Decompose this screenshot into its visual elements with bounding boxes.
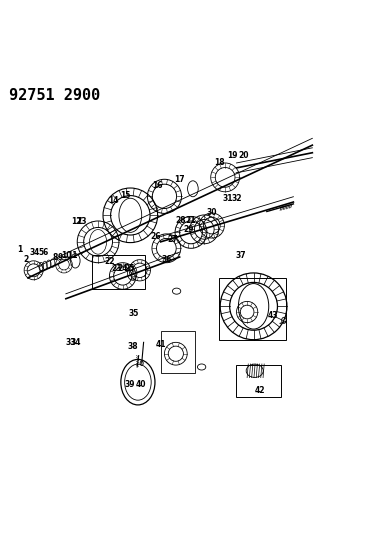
Text: 27: 27	[168, 235, 178, 244]
Text: 28: 28	[176, 216, 186, 225]
Text: 3: 3	[30, 248, 35, 257]
Text: 41: 41	[155, 340, 166, 349]
Bar	[161, 331, 195, 373]
Text: 12: 12	[71, 217, 82, 226]
Text: 18: 18	[214, 158, 225, 167]
Text: 9: 9	[58, 253, 63, 262]
Text: 36: 36	[162, 255, 172, 264]
Text: 4: 4	[34, 248, 39, 257]
Text: 20: 20	[239, 151, 249, 160]
Text: 43: 43	[268, 311, 278, 320]
Text: 22: 22	[104, 257, 115, 266]
Text: 24: 24	[118, 263, 128, 272]
Text: 1: 1	[17, 245, 22, 254]
Text: 5: 5	[38, 248, 44, 257]
Text: 35: 35	[128, 309, 139, 318]
Text: 7: 7	[76, 217, 82, 226]
Text: 33: 33	[65, 338, 76, 347]
Text: 40: 40	[136, 379, 146, 389]
Text: 17: 17	[174, 175, 185, 184]
Text: 38: 38	[128, 342, 138, 351]
Text: 26: 26	[150, 232, 160, 241]
Text: 42: 42	[255, 386, 265, 395]
Text: 23: 23	[112, 263, 122, 272]
Text: 10: 10	[62, 251, 72, 260]
Text: 19: 19	[227, 151, 238, 160]
Bar	[219, 278, 286, 341]
Text: 21: 21	[186, 216, 196, 225]
Bar	[92, 255, 146, 289]
Text: 92751 2900: 92751 2900	[9, 88, 100, 103]
Text: 31: 31	[223, 195, 233, 204]
Text: 34: 34	[71, 338, 81, 347]
Text: 2: 2	[23, 255, 29, 264]
Text: 25: 25	[125, 263, 135, 272]
Text: 11: 11	[67, 251, 77, 260]
Text: 30: 30	[207, 208, 217, 217]
Text: 15: 15	[121, 191, 131, 200]
Text: 16: 16	[152, 181, 163, 190]
Text: 8: 8	[53, 253, 58, 262]
Text: 6: 6	[42, 248, 48, 257]
Bar	[236, 365, 281, 397]
Text: 37: 37	[236, 251, 246, 260]
Text: 39: 39	[124, 379, 135, 389]
Text: 29: 29	[183, 225, 194, 234]
Text: 13: 13	[76, 217, 87, 226]
Text: 32: 32	[232, 195, 243, 204]
Text: 14: 14	[108, 196, 118, 205]
